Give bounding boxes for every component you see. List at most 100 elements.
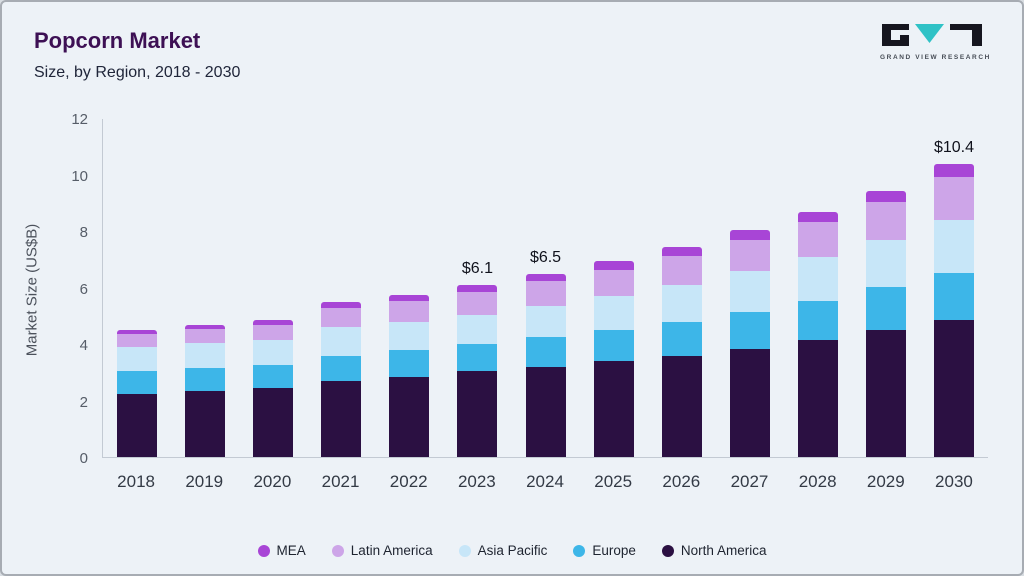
stacked-bar-2025[interactable]: [593, 261, 634, 457]
x-tick-label-2029: 2029: [866, 472, 905, 491]
segment-europe-2027[interactable]: [729, 311, 770, 349]
x-axis: 2018 2019 2020 2021 2022 2023 2024 2025 2026 2027…: [102, 472, 988, 498]
segment-europe-2024[interactable]: [525, 337, 566, 367]
x-tick-label-2022: 2022: [389, 472, 428, 491]
segment-asia-pacific-2025[interactable]: [593, 296, 634, 331]
page-title: Popcorn Market: [34, 28, 201, 53]
segment-europe-2029[interactable]: [865, 286, 906, 331]
segment-asia-pacific-2026[interactable]: [661, 285, 702, 322]
bar-slot-2020: [239, 119, 307, 457]
segment-latin-america-2020[interactable]: [253, 324, 294, 341]
segment-latin-america-2023[interactable]: [457, 292, 498, 315]
segment-north-america-2028[interactable]: [797, 340, 838, 457]
segment-europe-2021[interactable]: [321, 355, 362, 381]
segment-asia-pacific-2018[interactable]: [117, 347, 158, 372]
segment-north-america-2024[interactable]: [525, 366, 566, 457]
segment-latin-america-2021[interactable]: [321, 307, 362, 328]
segment-latin-america-2018[interactable]: [117, 334, 158, 348]
bar-slot-2030: $10.4: [920, 119, 988, 457]
segment-asia-pacific-2020[interactable]: [253, 340, 294, 366]
segment-latin-america-2028[interactable]: [797, 221, 838, 258]
segment-latin-america-2027[interactable]: [729, 240, 770, 272]
stacked-bar-2028[interactable]: [797, 211, 838, 457]
gvr-logo-icon: [882, 24, 982, 46]
segment-europe-2028[interactable]: [797, 300, 838, 341]
segment-north-america-2020[interactable]: [253, 387, 294, 457]
x-tick-label-2028: 2028: [798, 472, 837, 491]
segment-mea-2020[interactable]: [253, 320, 294, 325]
segment-mea-2018[interactable]: [117, 330, 158, 335]
segment-mea-2029[interactable]: [865, 190, 906, 203]
legend-item-asia-pacific[interactable]: Asia Pacific: [458, 543, 547, 558]
segment-mea-2030[interactable]: [933, 164, 974, 177]
segment-asia-pacific-2024[interactable]: [525, 306, 566, 338]
segment-europe-2025[interactable]: [593, 330, 634, 362]
stacked-bar-2026[interactable]: [661, 247, 702, 457]
segment-europe-2026[interactable]: [661, 321, 702, 356]
segment-north-america-2027[interactable]: [729, 348, 770, 457]
plot-area: $6.1 $6.5 $10.4: [102, 119, 988, 458]
segment-mea-2022[interactable]: [389, 295, 430, 301]
segment-mea-2025[interactable]: [593, 261, 634, 270]
segment-latin-america-2030[interactable]: [933, 176, 974, 221]
segment-north-america-2023[interactable]: [457, 371, 498, 457]
segment-asia-pacific-2022[interactable]: [389, 321, 430, 350]
bar-slot-2025: [580, 119, 648, 457]
stacked-bar-2018[interactable]: [117, 330, 158, 457]
segment-europe-2018[interactable]: [117, 371, 158, 394]
stacked-bar-2030[interactable]: [933, 164, 974, 457]
stacked-bar-2020[interactable]: [253, 320, 294, 457]
y-tick-label: 4: [79, 337, 88, 355]
segment-north-america-2018[interactable]: [117, 393, 158, 457]
stacked-bar-2023[interactable]: [457, 285, 498, 457]
stacked-bar-2021[interactable]: [321, 302, 362, 458]
segment-asia-pacific-2027[interactable]: [729, 271, 770, 312]
segment-asia-pacific-2029[interactable]: [865, 240, 906, 287]
segment-europe-2019[interactable]: [185, 368, 226, 391]
legend-item-mea[interactable]: MEA: [257, 543, 306, 558]
segment-asia-pacific-2021[interactable]: [321, 327, 362, 356]
segment-latin-america-2029[interactable]: [865, 202, 906, 241]
segment-north-america-2021[interactable]: [321, 380, 362, 458]
x-tick-label-2021: 2021: [321, 472, 360, 491]
logo-wordmark: GRAND VIEW RESEARCH: [880, 54, 991, 61]
bar-value-label-2023: $6.1: [461, 260, 493, 278]
segment-latin-america-2019[interactable]: [185, 328, 226, 343]
segment-mea-2024[interactable]: [525, 273, 566, 281]
segment-asia-pacific-2028[interactable]: [797, 257, 838, 301]
segment-north-america-2019[interactable]: [185, 390, 226, 457]
segment-asia-pacific-2019[interactable]: [185, 342, 226, 369]
y-tick-label: 12: [71, 111, 88, 128]
segment-north-america-2030[interactable]: [933, 320, 974, 457]
segment-europe-2023[interactable]: [457, 344, 498, 372]
segment-mea-2027[interactable]: [729, 230, 770, 241]
stacked-bar-2022[interactable]: [389, 295, 430, 457]
bar-slot-2029: [852, 119, 920, 457]
segment-latin-america-2026[interactable]: [661, 255, 702, 286]
segment-latin-america-2024[interactable]: [525, 280, 566, 307]
segment-north-america-2026[interactable]: [661, 355, 702, 457]
segment-asia-pacific-2023[interactable]: [457, 314, 498, 345]
segment-europe-2030[interactable]: [933, 272, 974, 321]
legend-item-north-america[interactable]: North America: [661, 543, 766, 558]
bar-slot-2019: [171, 119, 239, 457]
segment-mea-2021[interactable]: [321, 302, 362, 308]
segment-north-america-2029[interactable]: [865, 330, 906, 457]
segment-mea-2019[interactable]: [185, 324, 226, 329]
legend-item-latin-america[interactable]: Latin America: [331, 543, 433, 558]
segment-mea-2026[interactable]: [661, 247, 702, 256]
legend-item-europe[interactable]: Europe: [573, 543, 636, 558]
stacked-bar-2019[interactable]: [185, 324, 226, 457]
segment-europe-2022[interactable]: [389, 349, 430, 377]
segment-latin-america-2022[interactable]: [389, 300, 430, 322]
stacked-bar-2027[interactable]: [729, 230, 770, 457]
segment-latin-america-2025[interactable]: [593, 269, 634, 297]
segment-mea-2023[interactable]: [457, 285, 498, 293]
stacked-bar-2024[interactable]: [525, 273, 566, 457]
segment-asia-pacific-2030[interactable]: [933, 220, 974, 273]
segment-mea-2028[interactable]: [797, 211, 838, 222]
segment-europe-2020[interactable]: [253, 365, 294, 388]
stacked-bar-2029[interactable]: [865, 190, 906, 457]
segment-north-america-2022[interactable]: [389, 376, 430, 457]
segment-north-america-2025[interactable]: [593, 361, 634, 457]
